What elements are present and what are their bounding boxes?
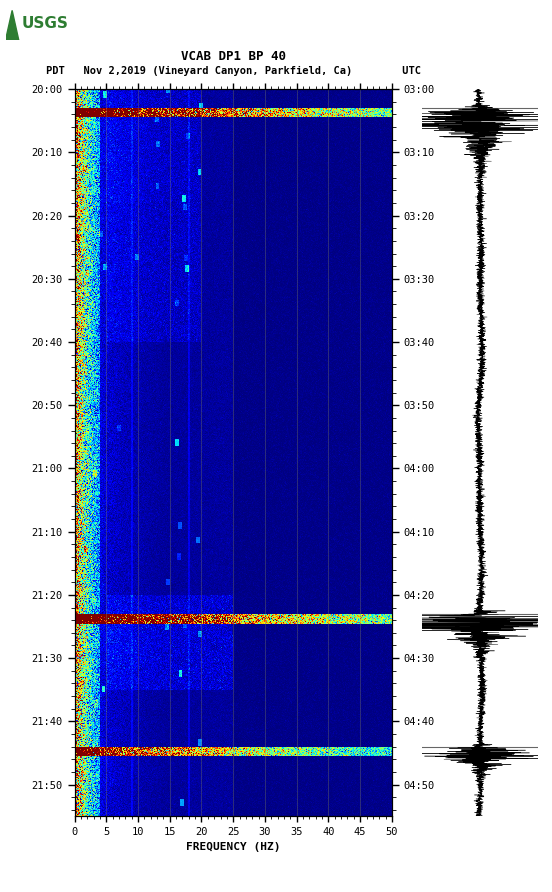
X-axis label: FREQUENCY (HZ): FREQUENCY (HZ) xyxy=(186,842,280,852)
Polygon shape xyxy=(6,11,19,40)
Text: USGS: USGS xyxy=(22,16,68,31)
Text: PDT   Nov 2,2019 (Vineyard Canyon, Parkfield, Ca)        UTC: PDT Nov 2,2019 (Vineyard Canyon, Parkfie… xyxy=(46,66,421,77)
Text: VCAB DP1 BP 40: VCAB DP1 BP 40 xyxy=(181,50,286,62)
